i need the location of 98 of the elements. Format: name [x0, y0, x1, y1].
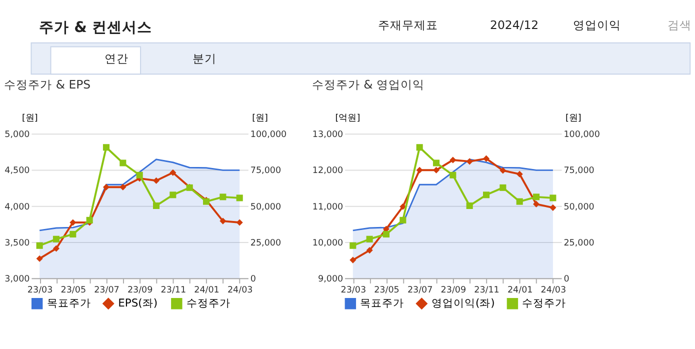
y2-tick-label: 25,000: [564, 238, 594, 248]
point: [220, 194, 226, 200]
chart-title: 수정주가 & EPS: [4, 78, 91, 92]
point: [102, 184, 110, 190]
x-tick-label: 23/05: [374, 285, 400, 296]
point: [152, 202, 160, 210]
y2-tick-label: 0: [564, 274, 570, 285]
point: [400, 203, 406, 210]
point: [70, 219, 76, 226]
x-tick-label: 24/03: [227, 285, 253, 296]
y-tick-label: 3,000: [4, 274, 30, 285]
x-tick-label: 23/07: [407, 285, 433, 296]
x-tick-label: 23/11: [474, 285, 500, 296]
y2-axis-title: [원]: [252, 113, 268, 124]
point: [500, 184, 506, 191]
x-tick-label: 23/05: [60, 285, 86, 296]
point: [120, 184, 126, 190]
x-tick-label: 23/09: [127, 285, 153, 296]
y-tick-label: 12,000: [312, 166, 344, 176]
legend-label: 영업이익(좌): [431, 296, 495, 310]
y-axis-title: [원]: [22, 113, 38, 124]
point: [500, 167, 506, 174]
x-tick-label: 24/01: [507, 285, 533, 296]
point: [236, 194, 243, 202]
y2-tick-label: 0: [250, 274, 256, 285]
point: [170, 192, 176, 198]
point: [482, 155, 490, 162]
y2-tick-label: 75,000: [564, 166, 594, 176]
point: [550, 194, 556, 202]
y-tick-label: 13,000: [312, 130, 344, 140]
point: [36, 242, 43, 249]
point: [120, 160, 126, 166]
point: [400, 216, 406, 224]
legend-label: EPS(좌): [118, 296, 158, 310]
point: [52, 236, 60, 242]
text: 주가 & 컨센서스: [39, 19, 152, 36]
point: [70, 230, 76, 238]
point: [482, 192, 490, 198]
y2-tick-label: 75,000: [250, 166, 282, 176]
y-tick-label: 4,500: [4, 166, 30, 176]
point: [416, 166, 423, 174]
text: 영업이익: [572, 18, 621, 32]
legend-label: 목표주가: [360, 296, 404, 310]
point: [136, 172, 143, 178]
text: 주재무제표: [378, 18, 438, 32]
point: [550, 204, 556, 211]
point: [432, 160, 440, 166]
y-tick-label: 5,000: [4, 130, 30, 140]
text: 분기: [192, 51, 216, 66]
x-tick-label: 23/03: [27, 285, 53, 296]
y2-tick-label: 100,000: [564, 130, 600, 140]
point: [102, 144, 110, 151]
point: [366, 247, 373, 254]
point: [466, 158, 473, 165]
point: [86, 216, 93, 224]
point: [466, 202, 473, 210]
point: [450, 156, 456, 164]
chart-title: 수정주가 & 영업이익: [312, 78, 424, 92]
y-tick-label: 10,000: [312, 238, 344, 248]
point: [532, 194, 540, 200]
point: [516, 198, 523, 205]
x-tick-label: 23/03: [340, 285, 366, 296]
point: [236, 219, 243, 226]
point: [52, 245, 60, 252]
point: [220, 218, 226, 224]
y-axis-title: [억원]: [335, 113, 360, 124]
y2-tick-label: 50,000: [250, 202, 282, 212]
point: [36, 255, 43, 262]
point: [382, 230, 390, 238]
text: 2024/12: [490, 18, 539, 32]
point: [450, 172, 456, 178]
y2-tick-label: 50,000: [564, 202, 594, 212]
y-tick-label: 3,500: [4, 238, 30, 248]
text: 검색: [668, 18, 692, 32]
y-tick-label: 9,000: [318, 274, 344, 285]
x-tick-label: 23/09: [440, 285, 466, 296]
x-tick-label: 24/03: [540, 285, 566, 296]
y-tick-label: 4,000: [4, 202, 30, 212]
legend-label: 목표주가: [46, 296, 91, 310]
point: [350, 256, 356, 264]
point: [350, 242, 356, 249]
legend-label: 수정주가: [186, 296, 230, 310]
point: [152, 177, 160, 184]
point: [416, 144, 423, 151]
y2-tick-label: 25,000: [250, 238, 282, 248]
point: [170, 169, 176, 176]
x-tick-label: 23/07: [94, 285, 120, 296]
x-tick-label: 23/11: [160, 285, 186, 296]
legend-label: 수정주가: [522, 296, 566, 310]
y2-tick-label: 100,000: [250, 130, 287, 140]
text: 연간: [104, 51, 128, 66]
y2-axis-title: [원]: [565, 113, 582, 124]
x-tick-label: 24/01: [194, 285, 220, 296]
point: [516, 170, 523, 178]
y-tick-label: 11,000: [312, 202, 344, 212]
point: [532, 200, 540, 208]
point: [366, 236, 373, 242]
point: [432, 166, 440, 174]
